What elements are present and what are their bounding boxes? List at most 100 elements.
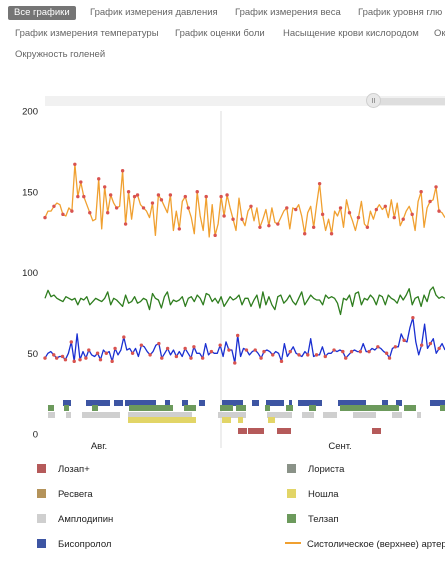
medication-bar xyxy=(165,400,170,406)
data-point xyxy=(225,193,229,197)
legend-item-bisoprolol[interactable]: Бисопролол xyxy=(37,539,111,550)
data-point xyxy=(341,349,345,354)
data-point xyxy=(123,222,128,226)
medication-bar xyxy=(323,412,337,418)
data-point xyxy=(383,204,387,208)
data-point xyxy=(387,356,392,360)
tab-all-charts[interactable]: Все графики xyxy=(8,6,76,20)
medication-bar xyxy=(267,412,292,418)
legend-label: Бисопролол xyxy=(58,539,112,550)
medication-bar xyxy=(222,400,243,406)
data-point xyxy=(110,359,114,364)
data-point xyxy=(76,194,80,199)
legend-item-lozap[interactable]: Лозап+ xyxy=(37,464,90,475)
medication-bar xyxy=(340,405,399,411)
data-point xyxy=(88,211,92,215)
data-point xyxy=(135,193,140,197)
data-point xyxy=(159,198,164,202)
legend-item-resvega[interactable]: Ресвега xyxy=(37,489,93,500)
y-tick-label: 200 xyxy=(22,107,38,118)
data-point xyxy=(209,349,214,354)
data-point xyxy=(126,190,131,194)
legend-swatch-icon xyxy=(287,464,296,473)
data-point xyxy=(249,204,253,208)
data-point xyxy=(356,215,361,220)
data-point xyxy=(160,356,164,360)
data-point xyxy=(419,190,423,194)
data-point xyxy=(219,194,223,199)
data-point xyxy=(82,194,86,199)
data-point xyxy=(84,356,88,360)
range-slider-handle[interactable] xyxy=(366,93,381,108)
medication-bar xyxy=(338,400,366,406)
data-point xyxy=(349,349,354,354)
data-point xyxy=(384,351,389,355)
data-point xyxy=(63,358,68,362)
data-point xyxy=(87,348,91,352)
x-tick-label: Авг. xyxy=(91,441,107,450)
tab-more[interactable]: Ок xyxy=(434,28,445,39)
medication-bar xyxy=(430,400,445,406)
data-point xyxy=(271,353,275,357)
data-point xyxy=(183,194,187,199)
medication-bar xyxy=(286,405,293,411)
data-point xyxy=(428,341,433,346)
data-point xyxy=(358,349,363,354)
medication-bar xyxy=(353,412,376,418)
data-point xyxy=(253,348,257,352)
legend-label: Систолическое (верхнее) артериа xyxy=(307,539,445,550)
tab-pain-chart[interactable]: График оценки боли xyxy=(175,28,265,39)
data-point xyxy=(285,206,289,210)
medication-bar xyxy=(128,417,196,423)
data-point xyxy=(240,217,244,221)
medication-bar xyxy=(277,428,291,434)
data-point xyxy=(213,233,217,238)
data-point xyxy=(70,209,74,213)
tab-weight-chart[interactable]: График измерения веса xyxy=(235,7,341,18)
medication-bar xyxy=(63,400,71,406)
data-point xyxy=(139,343,144,347)
data-point xyxy=(231,217,235,221)
data-point xyxy=(411,316,415,320)
legend-item-lorista[interactable]: Лориста xyxy=(287,464,344,475)
data-point xyxy=(60,354,65,359)
data-point xyxy=(95,351,100,355)
data-point xyxy=(222,214,226,218)
data-point xyxy=(338,206,343,210)
data-point xyxy=(130,351,135,355)
data-point xyxy=(218,343,222,347)
medication-bar xyxy=(66,412,71,418)
medication-bar xyxy=(48,405,54,411)
data-point xyxy=(113,346,117,351)
legend-item-systolic[interactable]: Систолическое (верхнее) артериа xyxy=(285,539,445,550)
tab-oxygen-chart[interactable]: Насыщение крови кислородом xyxy=(283,28,419,39)
data-point xyxy=(314,353,319,357)
legend-item-telzap[interactable]: Телзап xyxy=(287,514,339,525)
medication-bar xyxy=(129,405,173,411)
data-point xyxy=(323,354,327,359)
tab-temperature-chart[interactable]: График измерения температуры xyxy=(15,28,159,39)
range-slider-selection[interactable] xyxy=(372,98,445,105)
tab-leg-circumference[interactable]: Окружность голеней xyxy=(15,49,106,60)
chart-tabs: Все графики График измерения давления Гр… xyxy=(0,0,445,70)
tab-pressure-chart[interactable]: График измерения давления xyxy=(90,7,218,18)
range-slider-track[interactable] xyxy=(45,96,445,106)
data-point xyxy=(104,351,109,355)
legend-item-noshla[interactable]: Ношла xyxy=(287,489,339,500)
medication-bar xyxy=(114,400,123,406)
legend-label: Ношла xyxy=(308,489,339,500)
data-point xyxy=(434,185,438,189)
measurement-chart: 200 150 100 50 0 Авг. Сент. xyxy=(22,107,445,450)
legend-swatch-icon xyxy=(287,489,296,498)
data-point xyxy=(347,211,352,215)
medication-bar xyxy=(392,412,402,418)
data-point xyxy=(156,193,161,197)
medication-bar xyxy=(252,400,259,406)
legend-swatch-icon xyxy=(37,539,46,548)
data-point xyxy=(168,193,173,197)
legend-item-amlodipine[interactable]: Амплодипин xyxy=(37,514,113,525)
tab-glucose-chart[interactable]: График уровня глю xyxy=(358,7,443,18)
data-point xyxy=(73,162,77,166)
medication-bar xyxy=(222,417,231,423)
series-line-0 xyxy=(44,163,445,238)
